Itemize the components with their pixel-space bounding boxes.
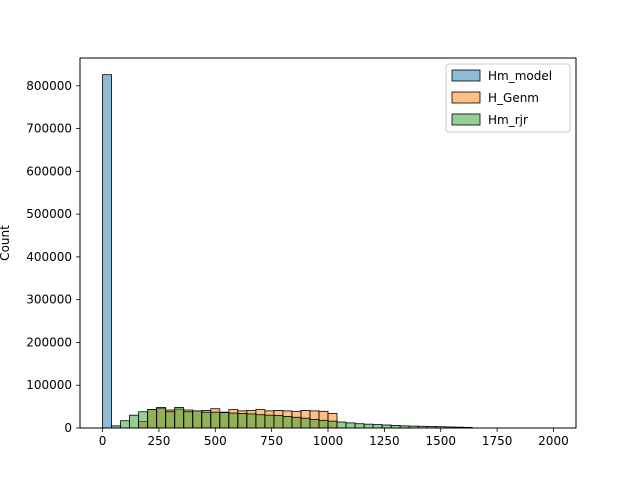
x-tick-label: 1500	[425, 434, 456, 448]
x-tick-label: 750	[260, 434, 283, 448]
legend-label: H_Genm	[488, 91, 539, 105]
bar	[201, 411, 212, 429]
series-Hm_rjr	[111, 407, 473, 429]
legend: Hm_model H_Genm Hm_rjr	[445, 63, 571, 133]
bar	[255, 414, 266, 429]
bar	[228, 412, 239, 429]
bar	[372, 424, 383, 429]
bar	[192, 410, 203, 429]
bar	[354, 423, 365, 429]
bar	[165, 411, 176, 429]
bar	[345, 422, 356, 429]
bar	[129, 414, 140, 429]
legend-swatch	[451, 91, 481, 104]
bar	[210, 411, 221, 429]
bar	[183, 411, 194, 429]
y-axis-label: Count	[0, 225, 12, 261]
bar	[363, 423, 374, 429]
bar	[282, 416, 293, 429]
bar	[246, 413, 257, 429]
bar	[156, 407, 167, 429]
bar	[120, 420, 130, 429]
x-tick-label: 250	[147, 434, 170, 448]
y-tick-label: 400000	[26, 250, 72, 264]
x-tick-label: 1750	[482, 434, 513, 448]
bar	[102, 74, 112, 429]
bar	[318, 419, 329, 429]
x-tick-label: 2000	[538, 434, 569, 448]
y-tick-label: 500000	[26, 207, 72, 221]
bar	[174, 407, 185, 429]
x-tick-label: 500	[204, 434, 227, 448]
legend-swatch	[451, 69, 481, 82]
x-tick-label: 1000	[313, 434, 344, 448]
x-tick-label: 1250	[369, 434, 400, 448]
bar	[291, 416, 302, 429]
bar	[264, 414, 275, 429]
bar	[300, 417, 311, 429]
bar	[336, 421, 347, 429]
y-tick-label: 600000	[26, 164, 72, 178]
legend-label: Hm_model	[488, 69, 552, 83]
bar	[273, 415, 284, 429]
y-tick-label: 0	[64, 421, 72, 435]
bar	[309, 419, 320, 429]
series-Hm_model	[102, 74, 112, 429]
legend-swatch	[451, 113, 481, 126]
legend-label: Hm_rjr	[488, 113, 528, 127]
bar	[237, 413, 248, 429]
y-tick-label: 700000	[26, 122, 72, 136]
y-tick-label: 800000	[26, 79, 72, 93]
bars-layer	[102, 74, 473, 429]
x-tick-label: 0	[99, 434, 107, 448]
y-tick-label: 200000	[26, 335, 72, 349]
y-tick-label: 100000	[26, 378, 72, 392]
bar	[147, 409, 158, 429]
bar	[219, 412, 230, 429]
axes-layer: 0 250 500 750 1000 1250 1500 1750 2000 0 100000 200…	[26, 57, 577, 448]
y-tick-label: 300000	[26, 293, 72, 307]
bar	[327, 420, 338, 429]
bar	[138, 411, 149, 429]
